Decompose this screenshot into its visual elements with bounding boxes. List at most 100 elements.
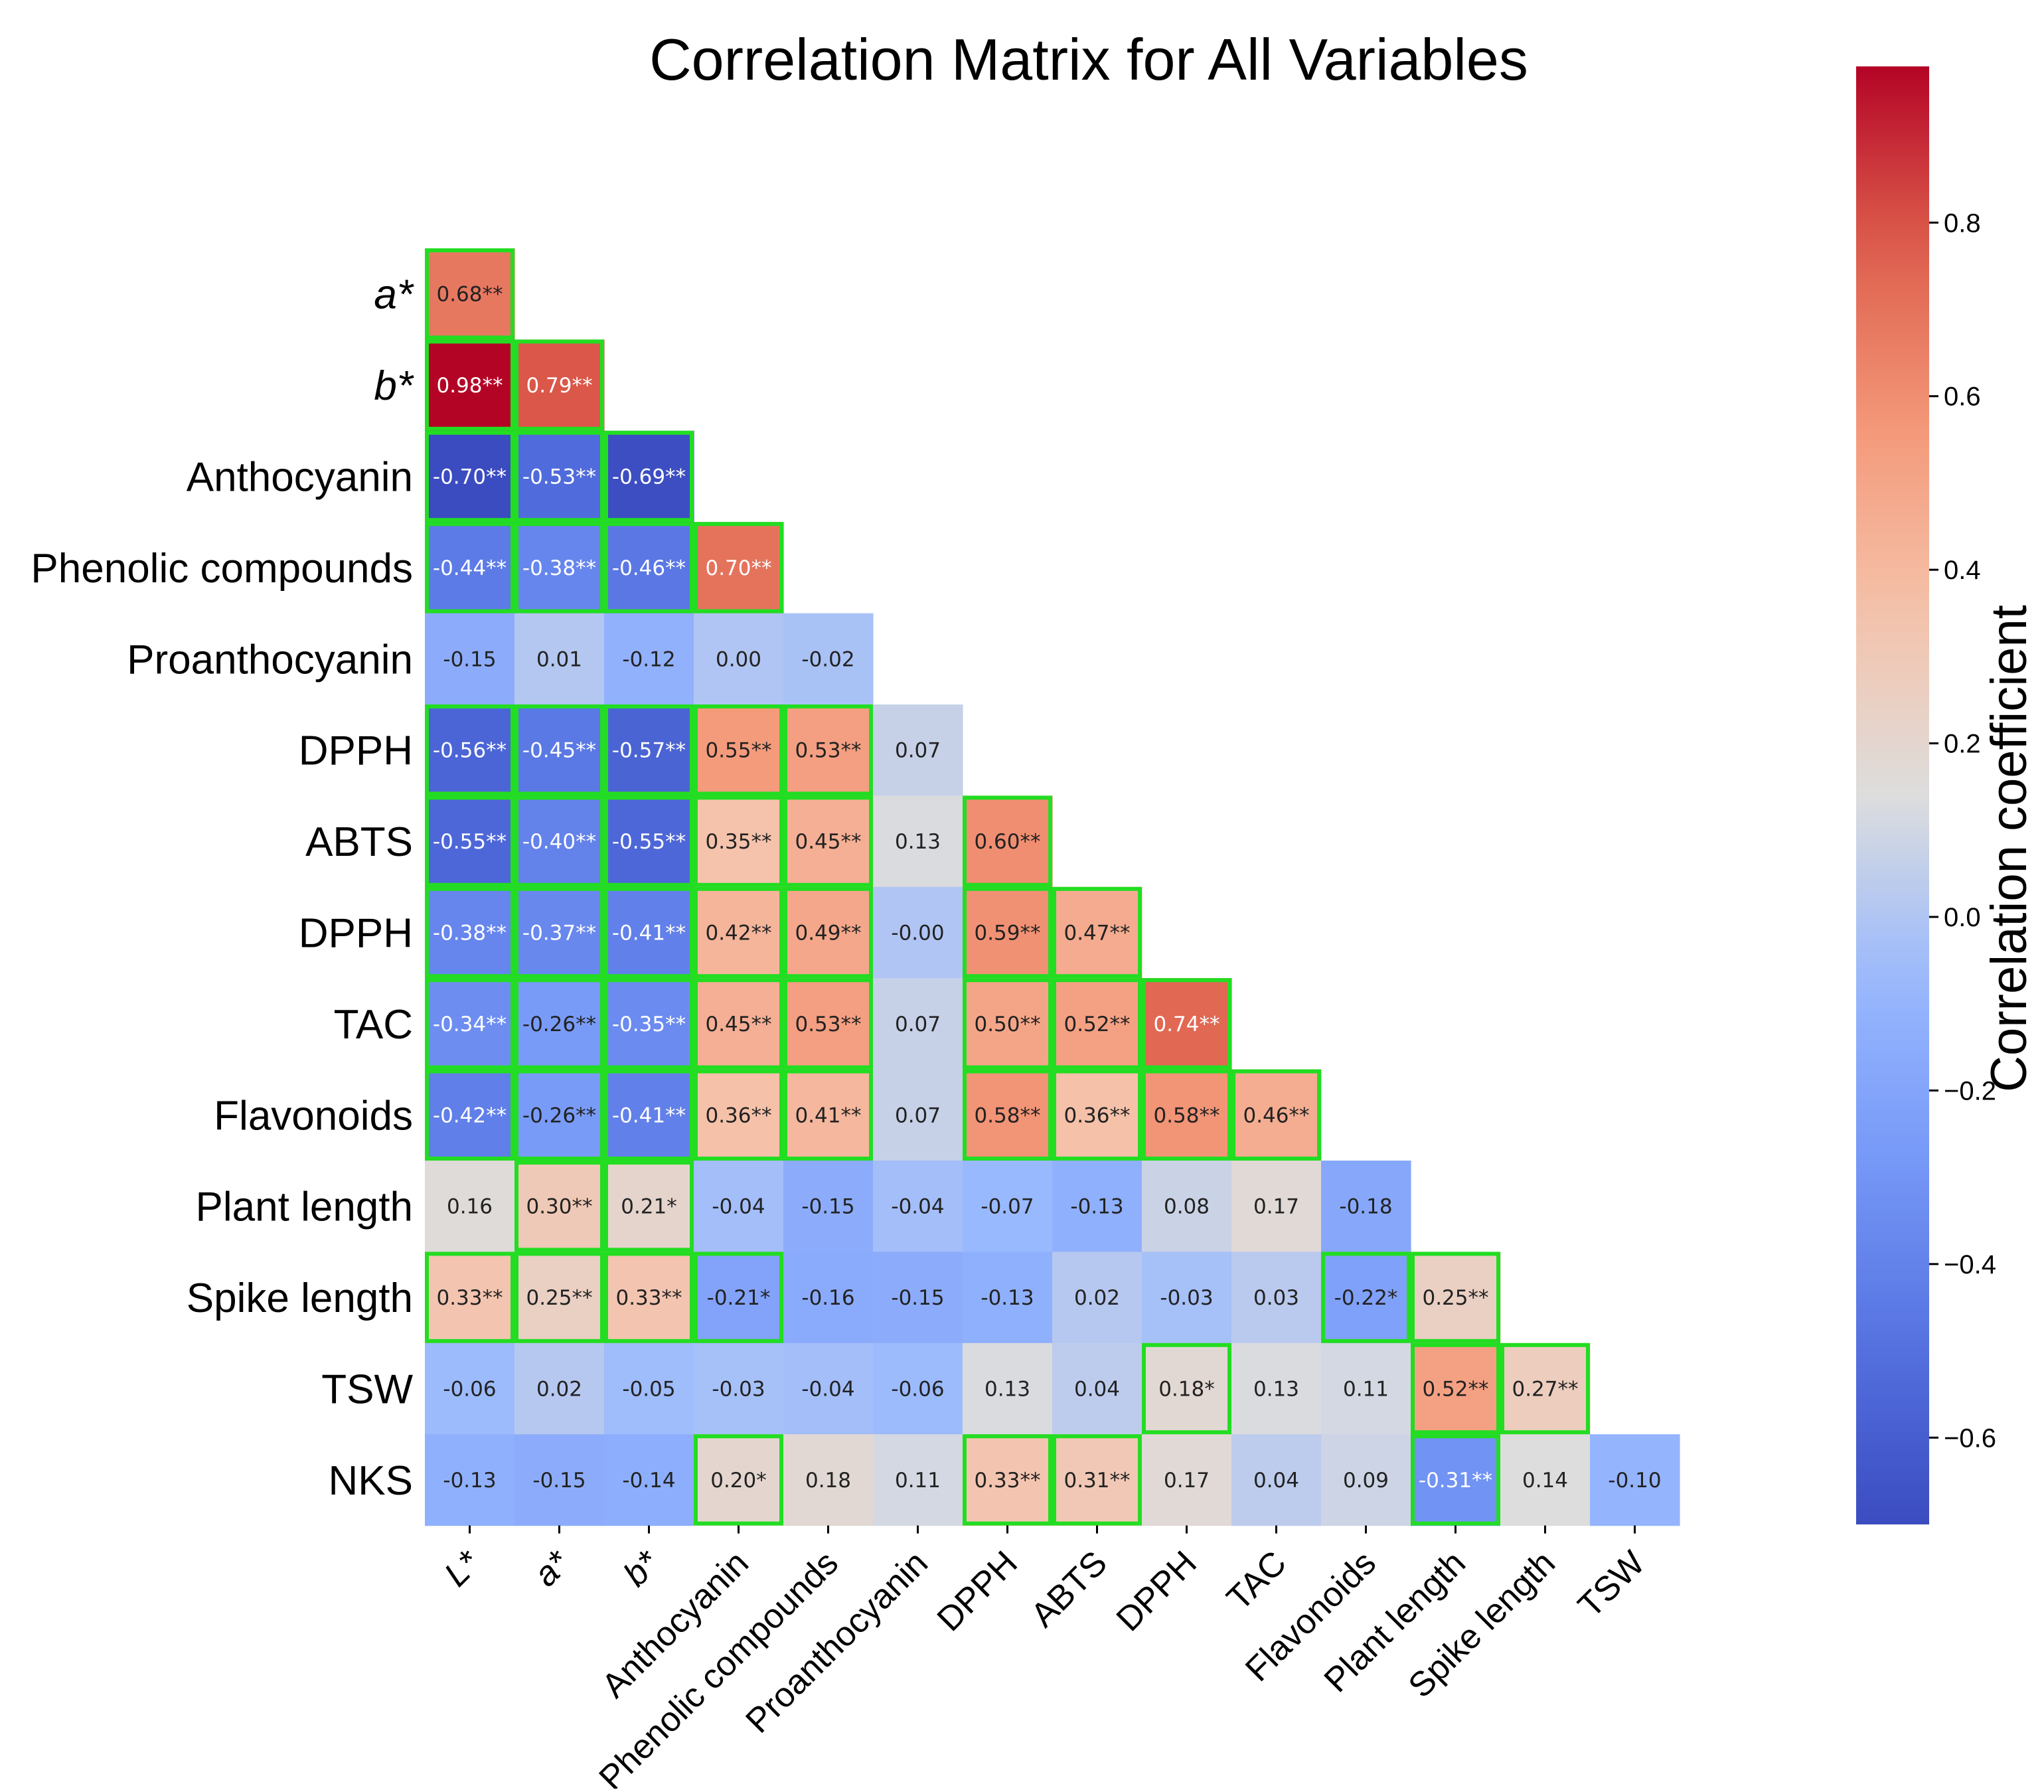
significance-highlight	[694, 1069, 783, 1161]
colorbar-tick-label: 0.8	[1944, 208, 1981, 238]
y-tick-label: Plant length	[196, 1184, 413, 1230]
significance-highlight	[425, 430, 514, 523]
heatmap-cell	[604, 1343, 694, 1435]
cell-value-label: 0.18*	[1158, 1378, 1215, 1402]
heatmap-cell	[514, 430, 605, 523]
cell-value-label: 0.47**	[1063, 922, 1130, 945]
heatmap-cell	[694, 613, 784, 705]
cell-value-label: 0.35**	[705, 830, 771, 854]
cell-value-label: 0.08	[1164, 1195, 1210, 1219]
significance-highlight	[514, 704, 604, 796]
heatmap-cell	[425, 248, 515, 340]
heatmap-cell	[694, 1343, 784, 1435]
cell-value-label: -0.04	[801, 1378, 854, 1402]
cell-value-label: 0.46**	[1243, 1103, 1309, 1127]
heatmap-cell	[783, 795, 874, 888]
heatmap-cell	[604, 795, 694, 888]
cell-value-label: 0.58**	[1153, 1103, 1219, 1127]
heatmap-cell	[1321, 1252, 1411, 1344]
significance-highlight	[1142, 978, 1231, 1070]
y-tick-label: ABTS	[305, 819, 413, 865]
heatmap-cell	[1500, 1434, 1591, 1526]
significance-highlight	[963, 978, 1052, 1070]
heatmap-cell	[1142, 978, 1232, 1070]
cell-value-label: -0.41**	[612, 922, 686, 945]
significance-highlight	[783, 795, 873, 887]
heatmap-cell	[1052, 1069, 1142, 1161]
colorbar-tick-label: 0.4	[1944, 556, 1981, 585]
heatmap-cell	[514, 795, 605, 888]
y-axis-labels: a* b* Anthocyanin Phenolic compounds Proanth…	[31, 272, 414, 1504]
significance-highlight	[425, 248, 514, 340]
y-tick-label: b*	[374, 363, 414, 409]
colorbar-tick-label: −0.6	[1944, 1424, 1996, 1453]
heatmap-cell	[514, 1434, 605, 1526]
cell-value-label: 0.45**	[795, 830, 861, 854]
heatmap-cell	[514, 339, 605, 432]
cell-value-label: 0.01	[536, 647, 582, 671]
heatmap-cell	[963, 886, 1053, 979]
significance-highlight	[1142, 1343, 1231, 1435]
significance-highlight	[783, 886, 873, 979]
significance-highlight	[694, 1434, 783, 1526]
heatmap-cell	[1052, 1343, 1142, 1435]
heatmap-cell	[1231, 1343, 1322, 1435]
significance-highlight	[514, 978, 604, 1070]
heatmap-cell	[514, 1343, 605, 1435]
colorbar-ticks: 0.8 0.6 0.4 0.2 0.0 −0.2 −0.4 −0.6	[1929, 208, 1996, 1453]
significance-highlight	[514, 430, 604, 523]
heatmap-cell	[873, 978, 963, 1070]
significance-highlight	[1411, 1434, 1500, 1526]
cell-value-label: -0.06	[443, 1378, 496, 1402]
heatmap-cell	[783, 704, 874, 796]
heatmap-cell	[425, 978, 515, 1070]
heatmap-cell	[425, 1069, 515, 1161]
heatmap-cell	[694, 795, 784, 888]
significance-highlight	[783, 704, 873, 796]
heatmap-cell	[694, 704, 784, 796]
heatmap-cell	[694, 886, 784, 979]
cell-value-label: -0.26**	[522, 1013, 596, 1036]
heatmap-cell	[604, 978, 694, 1070]
significance-highlight	[1411, 1343, 1500, 1435]
heatmap-cell	[694, 1434, 784, 1526]
significance-highlight	[514, 795, 604, 887]
heatmap-cell	[514, 1069, 605, 1161]
cell-value-label: 0.45**	[705, 1013, 771, 1036]
heatmap-cell	[604, 613, 694, 705]
heatmap-cell	[963, 1343, 1053, 1435]
cell-value-label: -0.21*	[707, 1286, 771, 1310]
heatmap-cell	[514, 1161, 605, 1252]
heatmap-cell	[694, 978, 784, 1070]
heatmap-cell	[514, 978, 605, 1070]
heatmap-cell	[1231, 1252, 1322, 1344]
significance-highlight	[425, 795, 514, 887]
cell-value-label: 0.42**	[705, 922, 771, 945]
heatmap-cell	[694, 1069, 784, 1161]
cell-value-label: 0.70**	[705, 556, 771, 580]
significance-highlight	[604, 1252, 694, 1343]
cell-value-label: 0.00	[716, 647, 761, 671]
heatmap-cell	[425, 613, 515, 705]
cell-value-label: -0.38**	[522, 556, 596, 580]
heatmap-cell	[514, 1252, 605, 1344]
cell-value-label: -0.04	[891, 1195, 944, 1219]
heatmap-cell	[425, 1343, 515, 1435]
cell-value-label: 0.33**	[615, 1286, 682, 1310]
significance-highlight	[694, 978, 783, 1070]
heatmap-cell	[514, 613, 605, 705]
cell-value-label: 0.07	[895, 1103, 941, 1127]
significance-highlight	[1052, 1434, 1142, 1526]
heatmap-cell	[604, 1069, 694, 1161]
cell-value-label: 0.04	[1074, 1378, 1120, 1402]
cell-value-label: 0.09	[1343, 1469, 1389, 1493]
heatmap-cell	[694, 1161, 784, 1252]
heatmap-cell	[1500, 1343, 1591, 1435]
significance-highlight	[783, 978, 873, 1070]
cell-value-label: 0.04	[1253, 1469, 1299, 1493]
cell-value-label: 0.41**	[795, 1103, 861, 1127]
heatmap-cell	[1142, 1161, 1232, 1252]
significance-highlight	[694, 704, 783, 796]
heatmap-cell	[783, 613, 874, 705]
heatmap-cell	[1321, 1343, 1411, 1435]
